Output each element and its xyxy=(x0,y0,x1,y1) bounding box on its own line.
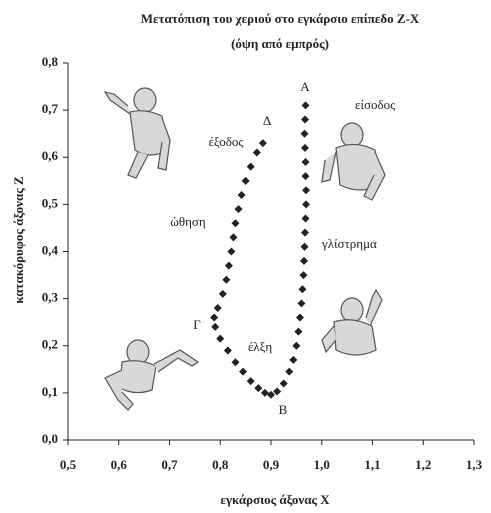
marker xyxy=(222,275,231,284)
marker xyxy=(298,285,307,294)
y-tick-label: 0,2 xyxy=(42,337,58,352)
marker xyxy=(229,233,238,242)
marker xyxy=(302,200,311,209)
swimmer-top-left xyxy=(103,87,171,179)
marker xyxy=(210,313,219,322)
marker xyxy=(223,346,232,355)
marker xyxy=(252,148,261,157)
marker xyxy=(289,355,298,364)
marker xyxy=(231,219,240,228)
annotation: Γ xyxy=(193,317,201,332)
y-tick-label: 0,1 xyxy=(42,384,58,399)
chart-title: Μετατόπιση του χεριού στο εγκάρσιο επίπε… xyxy=(141,11,420,26)
marker xyxy=(295,313,304,322)
marker xyxy=(294,327,303,336)
marker xyxy=(258,139,267,148)
x-tick-label: 0,5 xyxy=(60,457,77,472)
marker xyxy=(218,289,227,298)
marker xyxy=(267,390,275,399)
x-tick-label: 0,6 xyxy=(111,457,128,472)
x-axis-label: εγκάρσιος άξονας X xyxy=(220,492,330,507)
marker xyxy=(279,379,288,388)
chart-subtitle: (όψη από εμπρός) xyxy=(231,36,329,51)
marker xyxy=(292,341,301,350)
marker xyxy=(260,388,269,397)
marker xyxy=(302,186,311,195)
marker xyxy=(300,129,309,138)
y-axis-label: κατακόρυφος άξονας Z xyxy=(11,176,26,304)
marker xyxy=(211,322,220,331)
marker xyxy=(254,384,263,393)
marker xyxy=(285,367,294,376)
marker xyxy=(213,304,222,313)
marker xyxy=(234,205,243,214)
y-tick-label: 0,0 xyxy=(42,431,58,446)
marker xyxy=(301,143,310,152)
annotation: Α xyxy=(300,79,310,94)
swimmer-illustrations xyxy=(103,87,386,411)
marker xyxy=(299,271,308,280)
annotation: γλίστρημα xyxy=(321,236,377,251)
x-tick-label: 0,7 xyxy=(161,457,178,472)
annotation: Δ xyxy=(263,113,271,128)
marker xyxy=(273,387,282,396)
annotation: Β xyxy=(279,402,288,417)
y-tick-label: 0,5 xyxy=(42,195,59,210)
marker xyxy=(227,247,236,256)
annotation: έλξη xyxy=(248,339,273,354)
swimmer-bottom-left xyxy=(104,339,200,411)
x-tick-label: 1,1 xyxy=(364,457,380,472)
y-tick-label: 0,8 xyxy=(42,54,59,69)
marker xyxy=(246,377,255,386)
annotation: είσοδος xyxy=(355,97,396,112)
swimmer-bottom-right xyxy=(321,288,383,356)
marker xyxy=(301,115,310,124)
x-tick-label: 0,9 xyxy=(263,457,280,472)
marker xyxy=(301,157,310,166)
x-tick-label: 1,0 xyxy=(314,457,330,472)
annotation: ώθηση xyxy=(170,214,206,229)
marker xyxy=(224,261,233,270)
swimmer-top-right xyxy=(321,122,386,201)
x-tick-label: 1,3 xyxy=(466,457,483,472)
y-tick-label: 0,4 xyxy=(42,242,59,257)
y-tick-label: 0,6 xyxy=(42,148,59,163)
marker xyxy=(301,214,310,223)
marker xyxy=(300,242,309,251)
marker xyxy=(216,334,225,343)
annotation: έξοδος xyxy=(208,134,244,149)
marker xyxy=(239,367,248,376)
y-tick-label: 0,7 xyxy=(42,101,59,116)
x-tick-label: 0,8 xyxy=(212,457,229,472)
marker xyxy=(299,256,308,265)
marker xyxy=(301,172,310,181)
marker xyxy=(301,101,310,110)
marker xyxy=(237,190,246,199)
marker xyxy=(246,162,255,171)
y-tick-label: 0,3 xyxy=(42,290,59,305)
x-tick-label: 1,2 xyxy=(415,457,431,472)
marker xyxy=(241,176,250,185)
marker xyxy=(231,358,240,367)
marker xyxy=(301,228,310,237)
marker xyxy=(297,299,306,308)
